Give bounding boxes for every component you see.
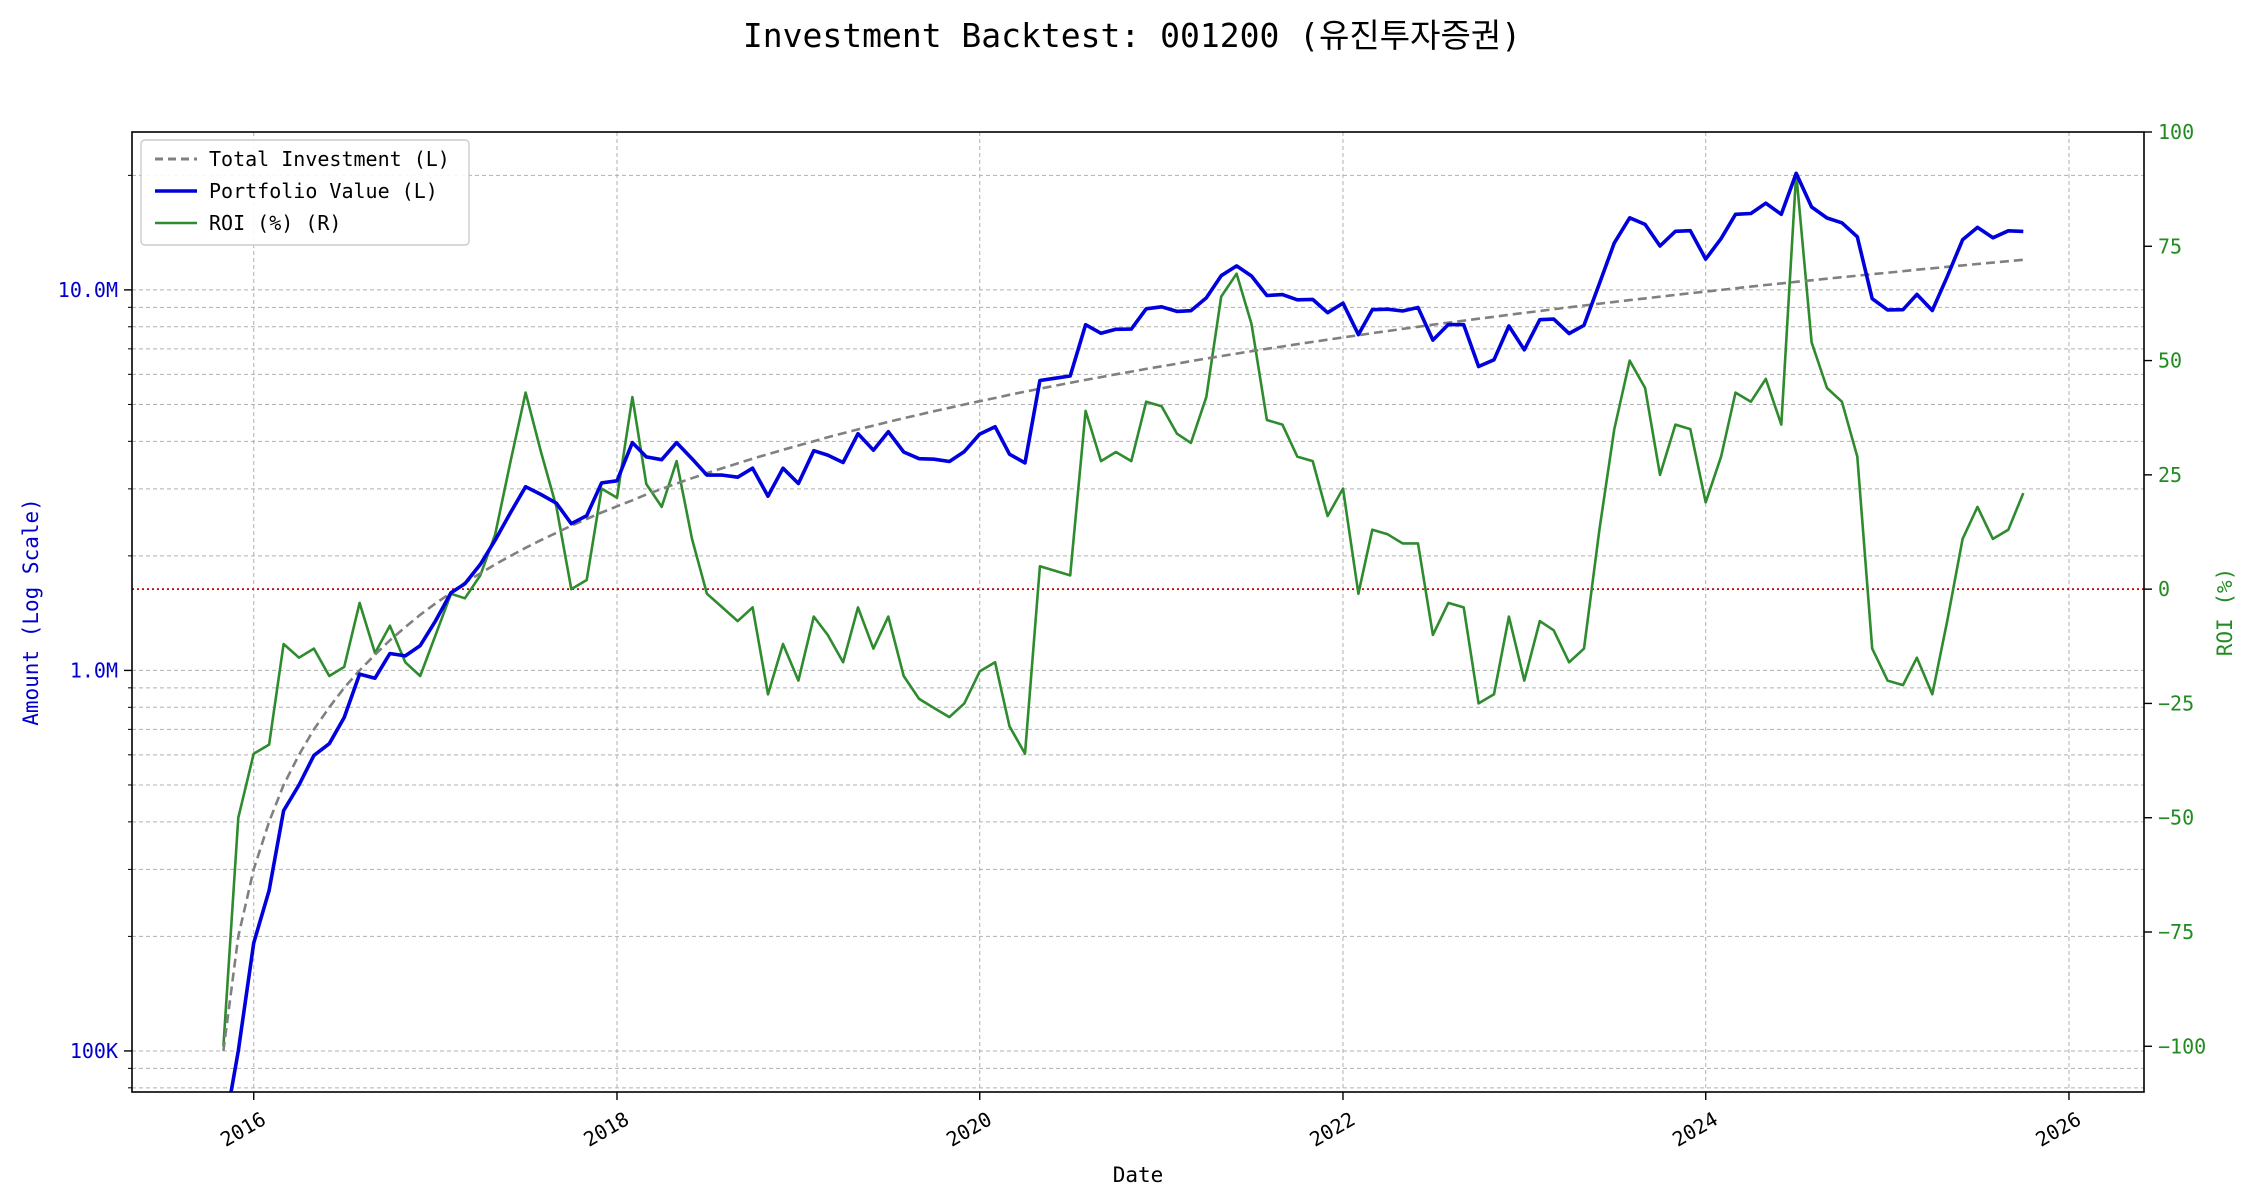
legend-label-portfolio-value: Portfolio Value (L)	[209, 179, 438, 203]
x-axis-label: Date	[1113, 1163, 1164, 1187]
right-y-tick-label: −50	[2158, 806, 2194, 830]
roi-line	[222, 171, 2025, 1047]
right-y-tick-label: 0	[2158, 577, 2170, 601]
right-y-axis-label: ROI (%)	[2213, 568, 2237, 657]
legend-box	[140, 139, 470, 246]
left-y-tick-label: 10.0M	[58, 278, 118, 302]
right-y-tick-label: −100	[2158, 1034, 2206, 1058]
legend: Total Investment (L) Portfolio Value (L)…	[140, 139, 470, 246]
plot-frame	[131, 131, 2145, 1093]
x-tick-label: 2020	[942, 1107, 996, 1152]
series-layer	[222, 171, 2025, 1092]
legend-label-roi: ROI (%) (R)	[209, 211, 341, 235]
legend-label-total-investment: Total Investment (L)	[209, 147, 450, 171]
left-y-axis-label: Amount (Log Scale)	[19, 498, 43, 726]
x-tick-label: 2016	[216, 1107, 270, 1152]
grid-layer	[132, 132, 2144, 1092]
right-y-tick-label: 25	[2158, 463, 2182, 487]
right-y-axis: −100 −75 −50 −25 0 25 50 75 100	[2144, 120, 2206, 1058]
x-tick-label: 2022	[1305, 1107, 1359, 1152]
chart-title: Investment Backtest: 001200 (유진투자증권)	[743, 16, 1521, 55]
portfolio-value-line	[229, 171, 2024, 1092]
left-y-tick-label: 1.0M	[70, 658, 118, 682]
left-y-axis: 100K 1.0M 10.0M	[58, 174, 132, 1089]
right-y-tick-label: −25	[2158, 691, 2194, 715]
total-investment-line	[222, 258, 2024, 1052]
right-y-tick-label: −75	[2158, 920, 2194, 944]
x-axis: 2016 2018 2020 2022 2024 2026	[216, 1092, 2085, 1152]
right-y-tick-label: 75	[2158, 234, 2182, 258]
left-y-tick-label: 100K	[70, 1039, 118, 1063]
x-tick-label: 2018	[579, 1107, 633, 1152]
right-y-tick-label: 100	[2158, 120, 2194, 144]
x-tick-label: 2024	[1668, 1107, 1722, 1152]
x-tick-label: 2026	[2031, 1107, 2085, 1152]
right-y-tick-label: 50	[2158, 349, 2182, 373]
